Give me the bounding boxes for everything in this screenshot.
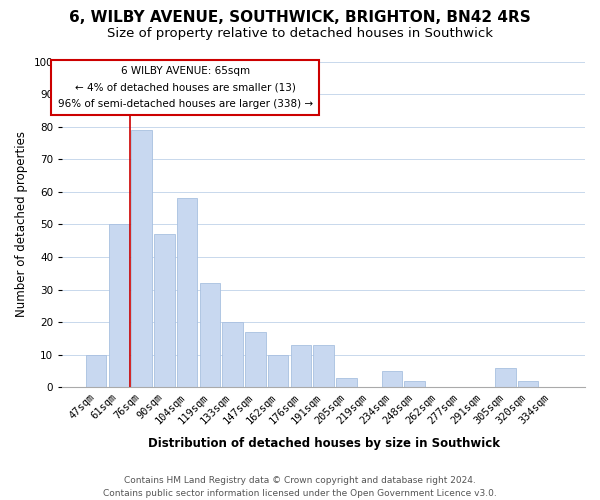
Bar <box>382 371 402 388</box>
Text: 6, WILBY AVENUE, SOUTHWICK, BRIGHTON, BN42 4RS: 6, WILBY AVENUE, SOUTHWICK, BRIGHTON, BN… <box>69 10 531 25</box>
Bar <box>154 234 175 388</box>
Bar <box>290 345 311 388</box>
Bar <box>518 381 538 388</box>
Bar <box>245 332 266 388</box>
Bar <box>177 198 197 388</box>
Bar <box>131 130 152 388</box>
Y-axis label: Number of detached properties: Number of detached properties <box>15 132 28 318</box>
Bar <box>336 378 356 388</box>
Text: Size of property relative to detached houses in Southwick: Size of property relative to detached ho… <box>107 28 493 40</box>
Bar <box>223 322 243 388</box>
Text: Contains HM Land Registry data © Crown copyright and database right 2024.
Contai: Contains HM Land Registry data © Crown c… <box>103 476 497 498</box>
Bar <box>268 355 289 388</box>
Bar <box>313 345 334 388</box>
Bar <box>86 355 106 388</box>
X-axis label: Distribution of detached houses by size in Southwick: Distribution of detached houses by size … <box>148 437 500 450</box>
Bar <box>109 224 129 388</box>
Text: 6 WILBY AVENUE: 65sqm
← 4% of detached houses are smaller (13)
96% of semi-detac: 6 WILBY AVENUE: 65sqm ← 4% of detached h… <box>58 66 313 109</box>
Bar <box>404 381 425 388</box>
Bar <box>200 283 220 388</box>
Bar <box>495 368 516 388</box>
